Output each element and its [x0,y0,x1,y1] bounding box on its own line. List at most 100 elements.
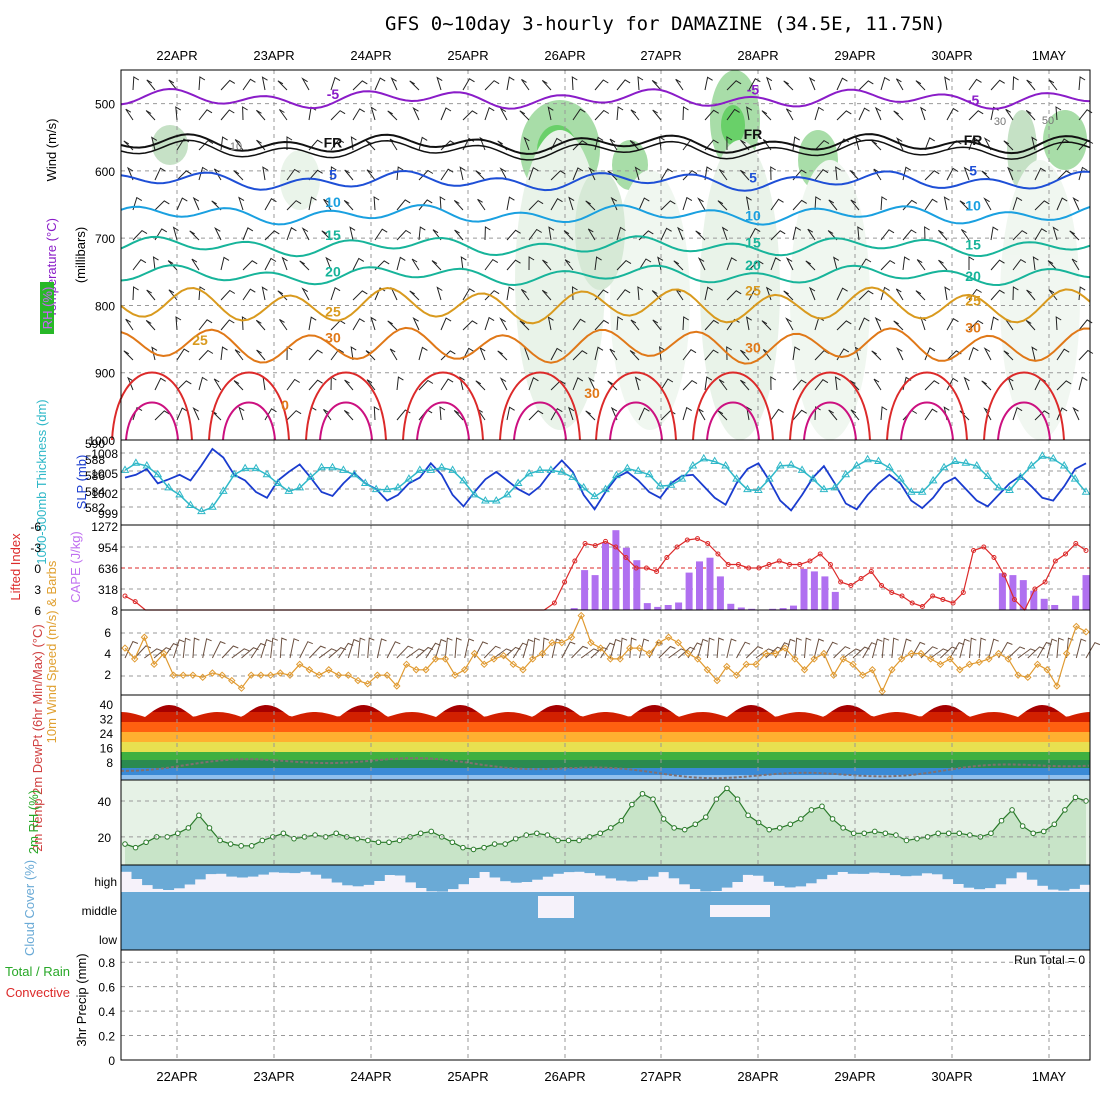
cloud-cell-high [194,865,206,880]
wind-barb [1012,258,1027,271]
wind-barb [330,166,337,181]
thickness-marker [513,478,523,486]
wind-barb [740,169,750,181]
thickness-marker [317,462,326,471]
wind-barb [726,136,733,151]
cloud-cell-high [142,865,154,886]
thickness-marker [175,489,184,498]
wind-speed-marker [1082,628,1090,636]
cloud-cell-lowmid [963,892,975,950]
wind-barb [721,226,728,241]
rh-marker [280,830,287,837]
wind-barb [828,409,838,421]
wind-barb [572,140,588,151]
wind-barb [616,316,624,331]
isotherm-line [120,235,1091,258]
wind-barb [902,256,910,271]
wind-barb [675,78,684,91]
rh-tick-label: 40 [98,795,112,809]
rh-marker [1072,794,1079,801]
wind-speed-marker [626,644,634,652]
lifted-index-marker [787,562,793,567]
cloud-cell-high [215,865,227,874]
cloud-cell-high [489,865,501,878]
wind-barb [366,169,376,181]
wind-barb [746,106,753,121]
cloud-cell-lowmid [268,892,280,950]
cloud-cell-high [626,865,638,882]
wind-barb [1052,226,1059,241]
wind-barb [704,319,719,331]
thickness-marker [535,465,545,473]
wind-barb [176,407,188,421]
wind-barb [132,286,139,301]
wind-barb [344,169,354,181]
wind-barb [1048,79,1058,91]
cape-bar [800,568,808,610]
thickness-marker [120,465,130,473]
li-tick-label: 0 [34,562,41,576]
wind-barb [484,316,495,331]
wind-barb [814,169,829,181]
wind-barb [256,349,266,361]
cape-bar [602,542,609,610]
wind-barb [946,377,959,391]
isotherm-label: 10 [965,198,981,214]
rh-marker [629,801,635,808]
thickness-marker [262,469,272,478]
thickness-marker [360,478,370,486]
wind-barb [567,406,575,421]
wind-speed-marker [684,649,692,658]
thickness-marker [470,489,479,498]
wind-barb [132,196,143,211]
wind-barb [176,170,192,181]
wind-barb [1056,407,1068,421]
wind-barb [634,166,641,181]
cape-bar [727,603,735,610]
thickness-marker [502,489,512,498]
wind-barb [277,80,288,91]
wind-barb [387,110,398,121]
wind-barb [145,319,156,331]
rh2m-grid [176,780,1050,865]
wind-barb [484,226,491,241]
cloud-cell-lowmid [679,892,691,950]
wind-barb [418,136,428,151]
wind-speed-marker [460,666,469,674]
wind-barb [1072,406,1080,421]
rh-marker [386,839,392,846]
cape-bar [716,576,724,610]
date-label-top: 22APR [156,48,197,63]
isotherm-loop [499,371,581,441]
pressure-tick-label: 1000 [88,434,115,448]
cape-bar [622,547,630,610]
slp-axis-label: SLP (mb) [74,455,89,510]
wind-barb [1012,286,1019,301]
wind-barb [286,200,302,211]
precip-frame [120,949,1091,1061]
cloud-cell-high [879,865,891,874]
wind-barb [704,376,713,391]
cloud-cell-lowmid [658,892,670,950]
li-tick-label: -3 [30,541,41,555]
wind-barb [748,287,761,301]
isotherm-loop [997,401,1051,441]
wind-barb [1078,76,1086,91]
cloud-cell-high [437,865,448,892]
wind-speed-marker [257,671,265,679]
cloud-cell-lowmid [521,892,533,950]
cloud-cell-lowmid [1047,892,1059,950]
wind-speed-marker [548,638,556,647]
wind-barb [261,286,268,301]
temperature-band [121,752,1090,760]
thickness-marker [1048,453,1058,462]
surface-wind-barb [580,648,599,659]
cape-bar [643,603,651,610]
thickness-marker [699,453,709,462]
isotherm-label: 20 [965,268,981,284]
rh-marker [745,812,751,819]
rh-marker [175,830,181,837]
surface-wind-barb [512,642,528,659]
isotherm-label: 30 [745,339,761,355]
wind-speed-marker [946,655,954,663]
